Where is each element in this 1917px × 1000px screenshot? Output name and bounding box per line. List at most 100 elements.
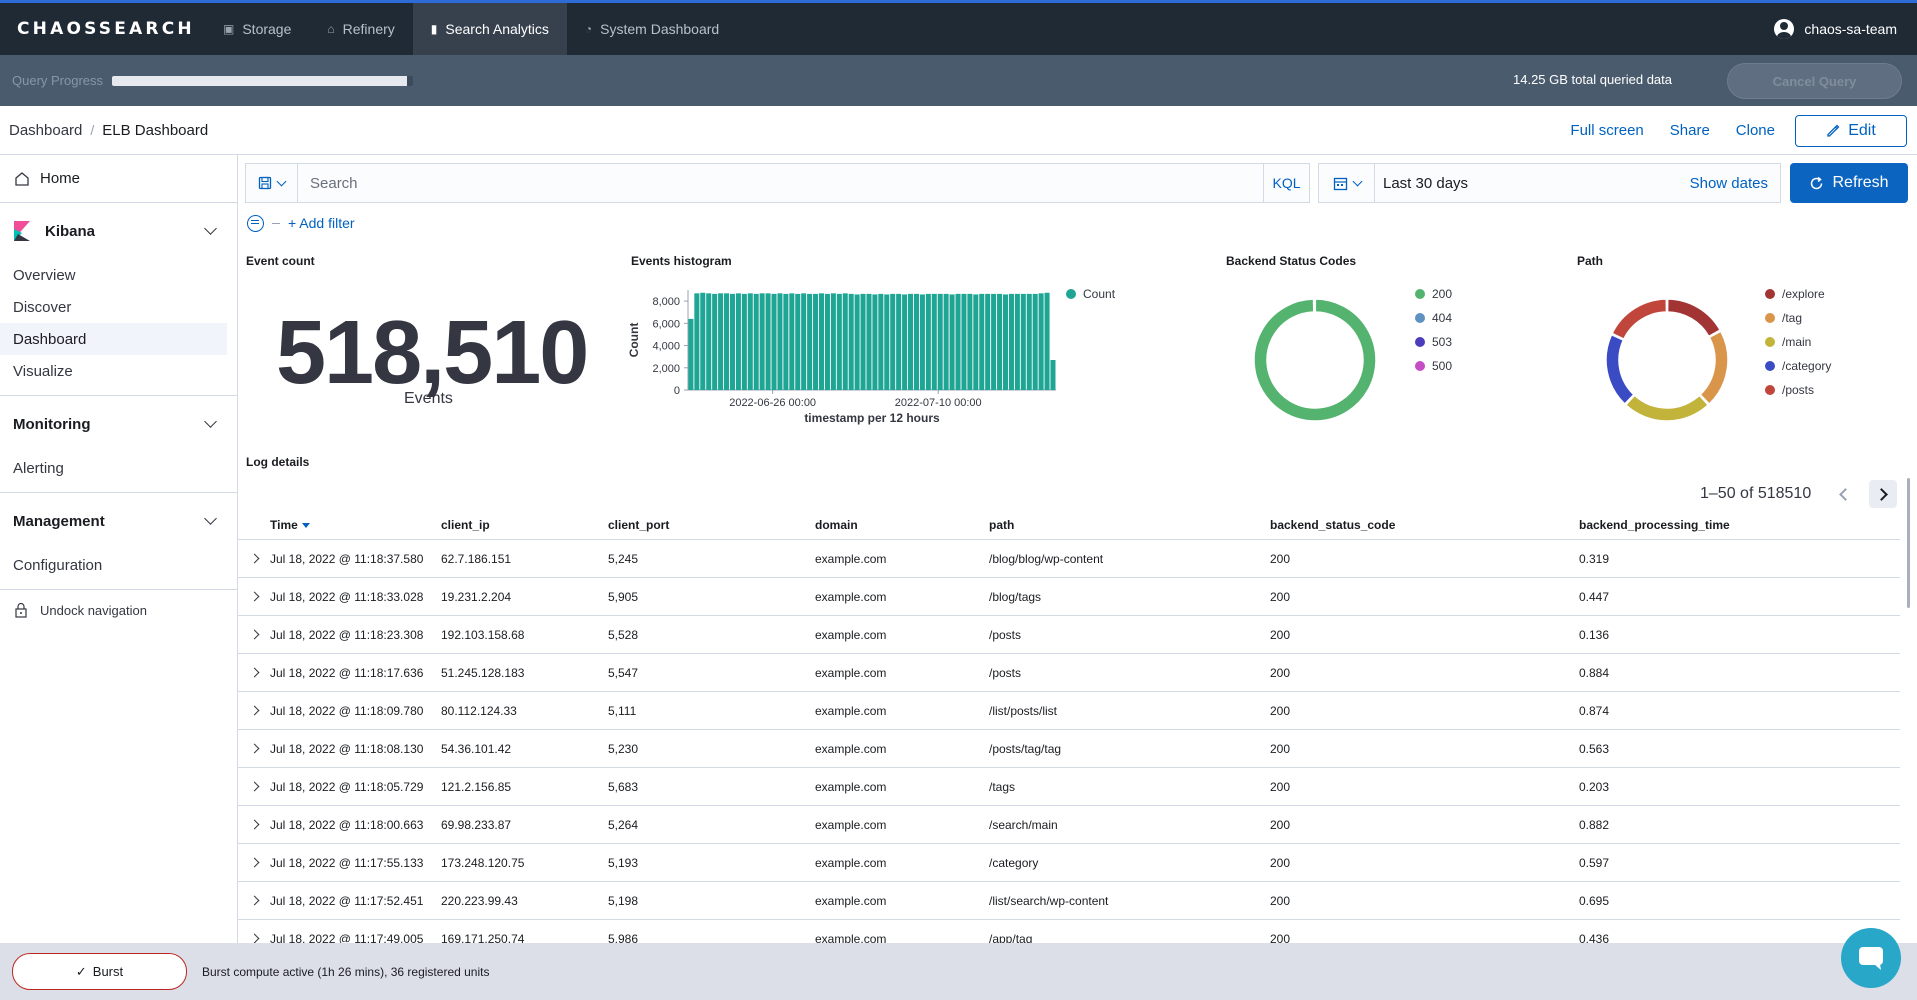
quick-date-menu[interactable] [1319, 164, 1375, 202]
histogram-bar[interactable] [765, 293, 771, 390]
legend-item[interactable]: 503 [1415, 330, 1452, 354]
donut-slice[interactable] [1611, 298, 1668, 341]
nav-tab-system-dashboard[interactable]: ◔ System Dashboard [567, 3, 737, 55]
expand-row-button[interactable] [238, 629, 270, 640]
column-header-backend-processing-time[interactable]: backend_processing_time [1579, 517, 1730, 532]
refresh-button[interactable]: Refresh [1790, 163, 1908, 203]
column-header-backend-status-code[interactable]: backend_status_code [1270, 517, 1396, 532]
legend-item[interactable]: 404 [1415, 306, 1452, 330]
undock-navigation-button[interactable]: Undock navigation [0, 590, 237, 630]
histogram-bar[interactable] [913, 293, 919, 390]
expand-row-button[interactable] [238, 819, 270, 830]
sort-descending-icon[interactable] [301, 522, 310, 528]
full-screen-link[interactable]: Full screen [1570, 122, 1644, 139]
legend-item[interactable]: /explore [1765, 282, 1831, 306]
histogram-bar[interactable] [729, 293, 735, 390]
expand-row-button[interactable] [238, 895, 270, 906]
histogram-bar[interactable] [795, 293, 801, 390]
histogram-bar[interactable] [1020, 293, 1026, 390]
table-row[interactable]: Jul 18, 2022 @ 11:18:17.636 51.245.128.18… [238, 654, 1900, 692]
histogram-bar[interactable] [718, 293, 724, 390]
histogram-bar[interactable] [842, 293, 848, 390]
histogram-bar[interactable] [973, 294, 979, 390]
donut-slice[interactable] [1666, 298, 1722, 338]
histogram-bar[interactable] [777, 293, 783, 390]
histogram-bar[interactable] [890, 293, 896, 390]
legend-item[interactable]: /main [1765, 330, 1831, 354]
histogram-bar[interactable] [955, 293, 961, 390]
histogram-bar[interactable] [824, 293, 830, 390]
sidebar-item-discover[interactable]: Discover [13, 298, 72, 316]
chevron-down-icon[interactable] [204, 222, 217, 235]
sidebar-item-home[interactable]: Home [0, 155, 237, 203]
histogram-bar[interactable] [1026, 293, 1032, 390]
column-header-client-ip[interactable]: client_ip [441, 517, 490, 532]
add-filter-button[interactable]: + Add filter [288, 215, 355, 231]
clone-link[interactable]: Clone [1735, 122, 1775, 139]
sidebar-item-dashboard[interactable]: Dashboard [0, 323, 227, 355]
table-row[interactable]: Jul 18, 2022 @ 11:18:23.308 192.103.158.6… [238, 616, 1900, 654]
donut-slice[interactable] [1313, 298, 1317, 313]
table-row[interactable]: Jul 18, 2022 @ 11:18:00.663 69.98.233.87 5… [238, 806, 1900, 844]
donut-slice[interactable] [1699, 330, 1729, 406]
expand-row-button[interactable] [238, 591, 270, 602]
legend-item[interactable]: /category [1765, 354, 1831, 378]
histogram-bar[interactable] [854, 294, 860, 390]
table-row[interactable]: Jul 18, 2022 @ 11:17:52.451 220.223.99.43… [238, 882, 1900, 920]
histogram-bar[interactable] [925, 293, 931, 390]
table-row[interactable]: Jul 18, 2022 @ 11:18:33.028 19.231.2.204 5… [238, 578, 1900, 616]
histogram-bar[interactable] [741, 293, 747, 390]
histogram-bar[interactable] [949, 294, 955, 390]
histogram-bar[interactable] [1002, 294, 1009, 390]
legend-item[interactable]: 200 [1415, 282, 1452, 306]
histogram-bar[interactable] [789, 293, 795, 390]
histogram-bar[interactable] [801, 293, 807, 390]
histogram-bar[interactable] [991, 293, 997, 390]
saved-query-menu[interactable] [246, 164, 298, 202]
histogram-bar[interactable] [813, 293, 819, 390]
histogram-bar[interactable] [967, 293, 973, 390]
column-header-domain[interactable]: domain [815, 517, 858, 532]
expand-row-button[interactable] [238, 933, 270, 944]
donut-slice[interactable] [1253, 298, 1377, 422]
donut-slice[interactable] [1605, 333, 1635, 406]
burst-button[interactable]: ✓ Burst [12, 953, 187, 990]
histogram-bar[interactable] [1044, 292, 1050, 390]
sidebar-group-header-monitoring[interactable]: Monitoring [0, 396, 237, 452]
histogram-bar[interactable] [706, 293, 712, 390]
histogram-bar[interactable] [836, 293, 842, 390]
histogram-bar[interactable] [979, 293, 985, 390]
share-link[interactable]: Share [1669, 122, 1710, 139]
histogram-bar[interactable] [937, 293, 943, 390]
expand-row-button[interactable] [238, 857, 270, 868]
expand-row-button[interactable] [238, 743, 270, 754]
histogram-bar[interactable] [896, 293, 902, 390]
nav-tab-storage[interactable]: ▣ Storage [205, 3, 309, 55]
histogram-bar[interactable] [1032, 293, 1038, 390]
nav-tab-refinery[interactable]: ⌂ Refinery [309, 3, 412, 55]
breadcrumb-dashboard[interactable]: Dashboard [9, 121, 83, 139]
histogram-bar[interactable] [931, 293, 937, 390]
sidebar-item-visualize[interactable]: Visualize [13, 362, 73, 380]
user-menu[interactable]: chaos-sa-team [1774, 3, 1897, 55]
chevron-down-icon[interactable] [204, 415, 217, 428]
histogram-bar[interactable] [985, 293, 991, 390]
sidebar-group-header-kibana[interactable]: Kibana [0, 203, 237, 259]
table-row[interactable]: Jul 18, 2022 @ 11:17:55.133 173.248.120.7… [238, 844, 1900, 882]
legend-item[interactable]: /posts [1765, 378, 1831, 402]
previous-page-button[interactable] [1829, 480, 1857, 508]
chevron-down-icon[interactable] [204, 512, 217, 525]
kql-toggle-button[interactable]: KQL [1263, 164, 1309, 202]
legend-item[interactable]: /tag [1765, 306, 1831, 330]
legend-item-count[interactable]: Count [1066, 282, 1115, 306]
histogram-bar[interactable] [884, 294, 890, 390]
chaossearch-logo[interactable]: CHAOSSEARCH [17, 19, 195, 39]
filter-options-icon[interactable] [247, 214, 264, 232]
histogram-bar[interactable] [961, 293, 967, 390]
histogram-bar[interactable] [1050, 360, 1056, 390]
table-row[interactable]: Jul 18, 2022 @ 11:18:08.130 54.36.101.42 5… [238, 730, 1900, 768]
sidebar-group-header-management[interactable]: Management [0, 493, 237, 549]
histogram-bar[interactable] [753, 293, 759, 390]
histogram-bar[interactable] [1008, 293, 1014, 390]
table-scrollbar[interactable] [1907, 478, 1910, 608]
